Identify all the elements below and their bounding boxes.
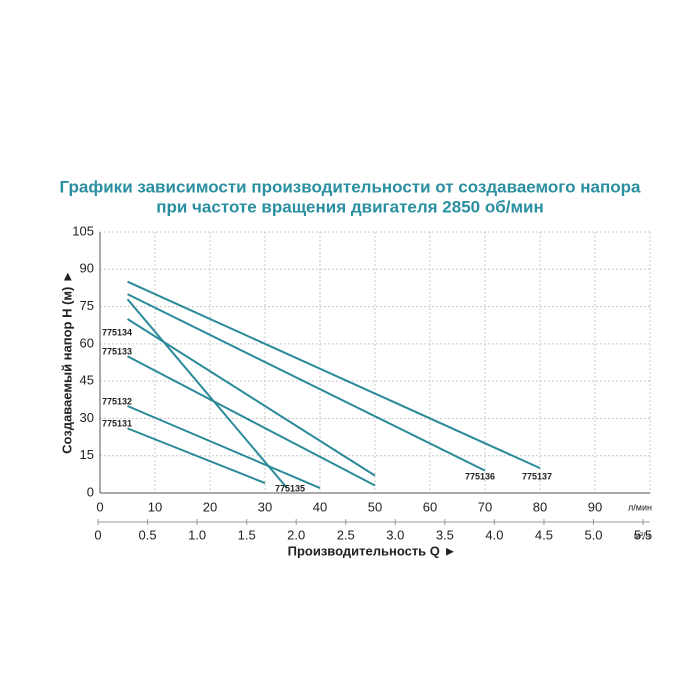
series-label: 775134 xyxy=(102,327,132,337)
x2-tick-label: 4.0 xyxy=(485,527,503,542)
series-label: 775135 xyxy=(275,483,305,493)
x2-tick-label: 5.5 xyxy=(634,527,652,542)
x2-tick-label: 2.5 xyxy=(337,527,355,542)
x-tick-label: 10 xyxy=(148,499,162,514)
series-line xyxy=(127,293,486,472)
x-tick-label: 60 xyxy=(423,499,437,514)
series-line xyxy=(127,280,541,470)
x-tick-label: 90 xyxy=(588,499,602,514)
x-unit: л/мин xyxy=(628,502,652,512)
y-tick-label: 45 xyxy=(80,373,94,388)
x-tick-label: 80 xyxy=(533,499,547,514)
x-tick-label: 50 xyxy=(368,499,382,514)
series-line xyxy=(126,298,288,489)
x-tick-label: 0 xyxy=(96,499,103,514)
x2-tick-label: 5.0 xyxy=(584,527,602,542)
y-axis-label: Создаваемый напор H (м) ► xyxy=(59,270,74,454)
series-label: 775133 xyxy=(102,346,132,356)
series-line xyxy=(127,427,266,484)
x-axis-label: Производительность Q ► xyxy=(288,543,457,558)
x-tick-label: 30 xyxy=(258,499,272,514)
y-tick-label: 60 xyxy=(80,335,94,350)
series-label: 775131 xyxy=(102,418,132,428)
y-tick-label: 105 xyxy=(72,223,94,238)
y-tick-label: 75 xyxy=(80,298,94,313)
chart-subtitle: при частоте вращения двигателя 2850 об/м… xyxy=(156,197,544,216)
x2-tick-label: 3.0 xyxy=(386,527,404,542)
x2-tick-label: 0 xyxy=(94,527,101,542)
y-tick-label: 0 xyxy=(87,484,94,499)
series-line xyxy=(127,355,376,487)
chart-title: Графики зависимости производительности о… xyxy=(60,177,641,196)
series-line xyxy=(126,318,376,477)
series-label: 775132 xyxy=(102,396,132,406)
series-label: 775136 xyxy=(465,471,495,481)
x2-tick-label: 0.5 xyxy=(139,527,157,542)
x2-tick-label: 4.5 xyxy=(535,527,553,542)
x-tick-label: 20 xyxy=(203,499,217,514)
x2-tick-label: 1.0 xyxy=(188,527,206,542)
y-tick-label: 15 xyxy=(80,447,94,462)
x2-tick-label: 3.5 xyxy=(436,527,454,542)
x-tick-label: 40 xyxy=(313,499,327,514)
y-tick-label: 90 xyxy=(80,261,94,276)
x2-tick-label: 1.5 xyxy=(238,527,256,542)
series-line xyxy=(127,405,321,489)
series-label: 775137 xyxy=(522,471,552,481)
x-tick-label: 70 xyxy=(478,499,492,514)
y-tick-label: 30 xyxy=(80,410,94,425)
x2-unit: м³/ч xyxy=(634,530,651,540)
x2-tick-label: 2.0 xyxy=(287,527,305,542)
